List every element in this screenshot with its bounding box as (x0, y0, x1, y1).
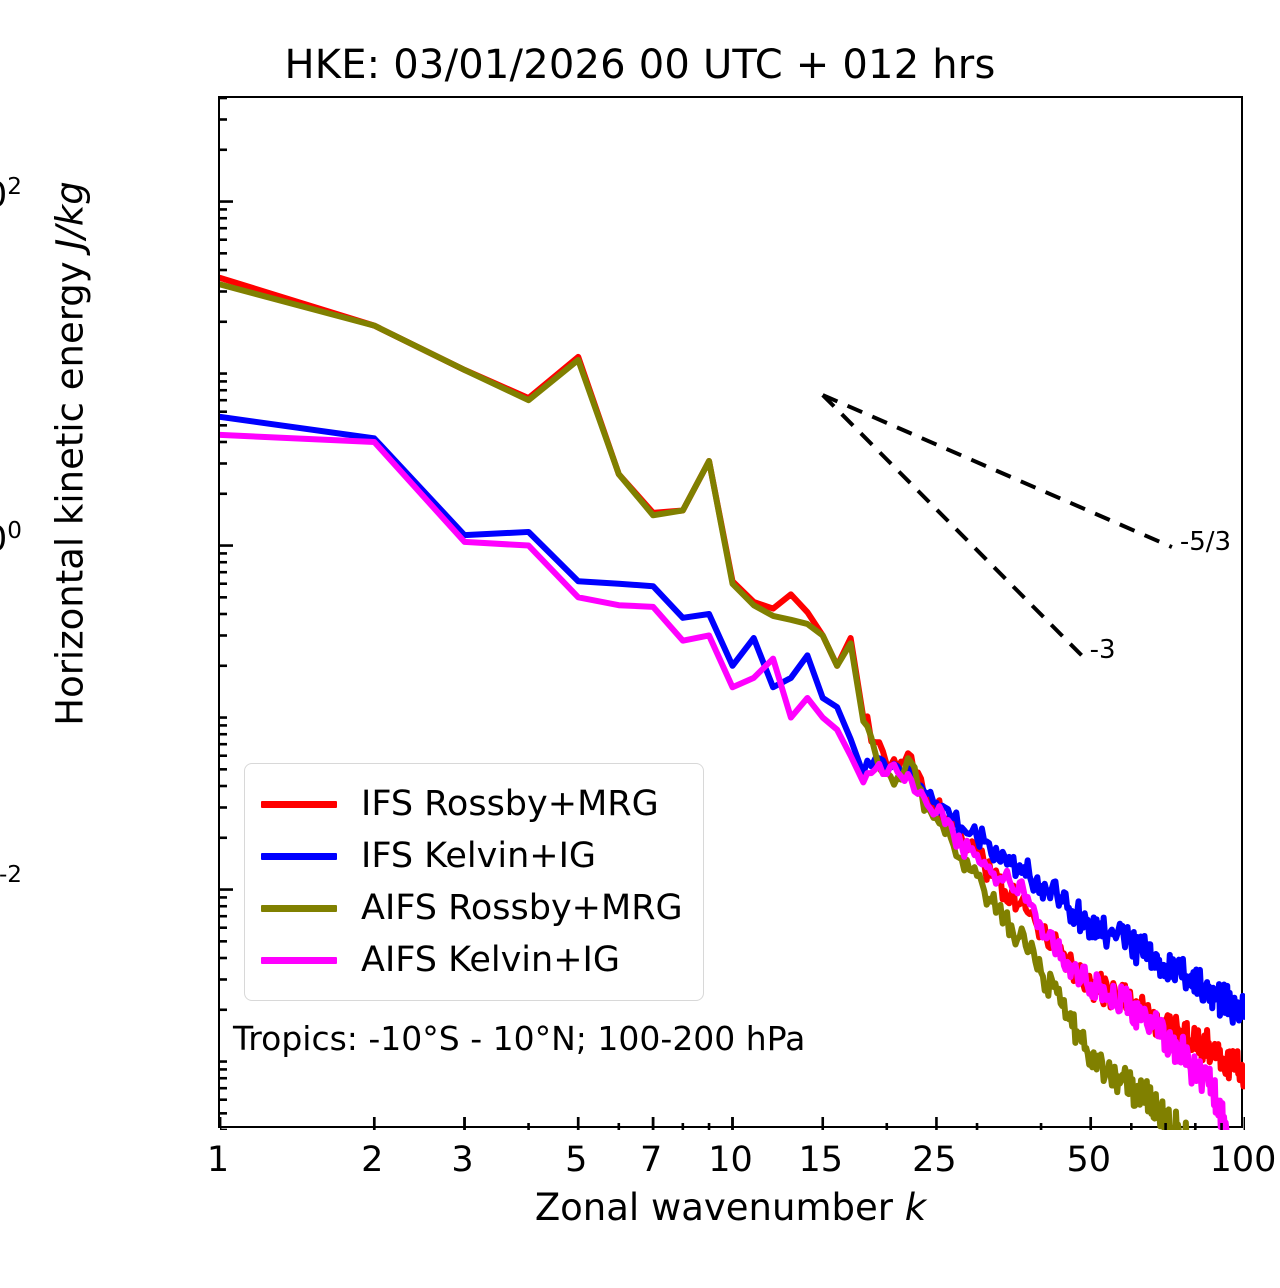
x-tick-label-8: 50 (1066, 1140, 1111, 1180)
y-tick-label-0: 102 (0, 173, 22, 213)
legend-color-swatch (261, 904, 337, 912)
legend-color-swatch (261, 800, 337, 808)
x-tick-label-6: 15 (798, 1140, 844, 1180)
legend-color-swatch (261, 852, 337, 860)
legend-item-2[interactable]: AIFS Rossby+MRG (261, 882, 683, 934)
y-axis-label-units: J/kg (48, 181, 92, 250)
x-tick-label-9: 100 (1209, 1140, 1277, 1180)
x-tick-label-2: 3 (451, 1140, 474, 1180)
x-tick-label-3: 5 (565, 1140, 588, 1180)
y-axis-label-text: Horizontal kinetic energy (48, 249, 92, 726)
chart-title: HKE: 03/01/2026 00 UTC + 012 hrs (284, 42, 996, 88)
reference-slope-label-0: -5/3 (1179, 527, 1232, 558)
reference-slope-line-1 (821, 393, 1084, 657)
series-line-2 (220, 281, 1195, 1130)
x-tick-label-5: 10 (708, 1140, 753, 1180)
reference-slope-label-1: -3 (1089, 635, 1116, 666)
legend-color-swatch (261, 956, 337, 964)
legend: IFS Rossby+MRG IFS Kelvin+IG AIFS Rossby+M… (244, 763, 704, 1001)
series-line-3 (220, 431, 1230, 1130)
legend-label: IFS Kelvin+IG (361, 836, 597, 876)
y-tick-label-1: 100 (0, 517, 22, 557)
x-tick-label-1: 2 (361, 1140, 384, 1180)
series-line-1 (220, 413, 1245, 1026)
reference-slope-line-0 (821, 393, 1173, 549)
legend-label: AIFS Kelvin+IG (361, 940, 620, 980)
x-axis-label: Zonal wavenumber k (218, 1186, 1243, 1229)
legend-item-1[interactable]: IFS Kelvin+IG (261, 830, 683, 882)
x-tick-label-0: 1 (206, 1140, 230, 1180)
y-tick-label-2: 10-2 (0, 861, 22, 888)
x-tick-label-4: 7 (639, 1140, 663, 1180)
legend-item-0[interactable]: IFS Rossby+MRG (261, 778, 683, 830)
legend-label: AIFS Rossby+MRG (361, 888, 683, 928)
x-tick-label-7: 25 (912, 1140, 957, 1180)
legend-label: IFS Rossby+MRG (361, 784, 659, 824)
x-axis-label-text: Zonal wavenumber (534, 1186, 905, 1229)
legend-item-3[interactable]: AIFS Kelvin+IG (261, 934, 683, 986)
y-axis-label: Horizontal kinetic energy J/kg (49, 64, 92, 844)
region-annotation: Tropics: -10°S - 10°N; 100-200 hPa (233, 1019, 806, 1058)
plot-svg (220, 98, 1245, 1130)
x-axis-label-symbol: k (904, 1186, 927, 1229)
